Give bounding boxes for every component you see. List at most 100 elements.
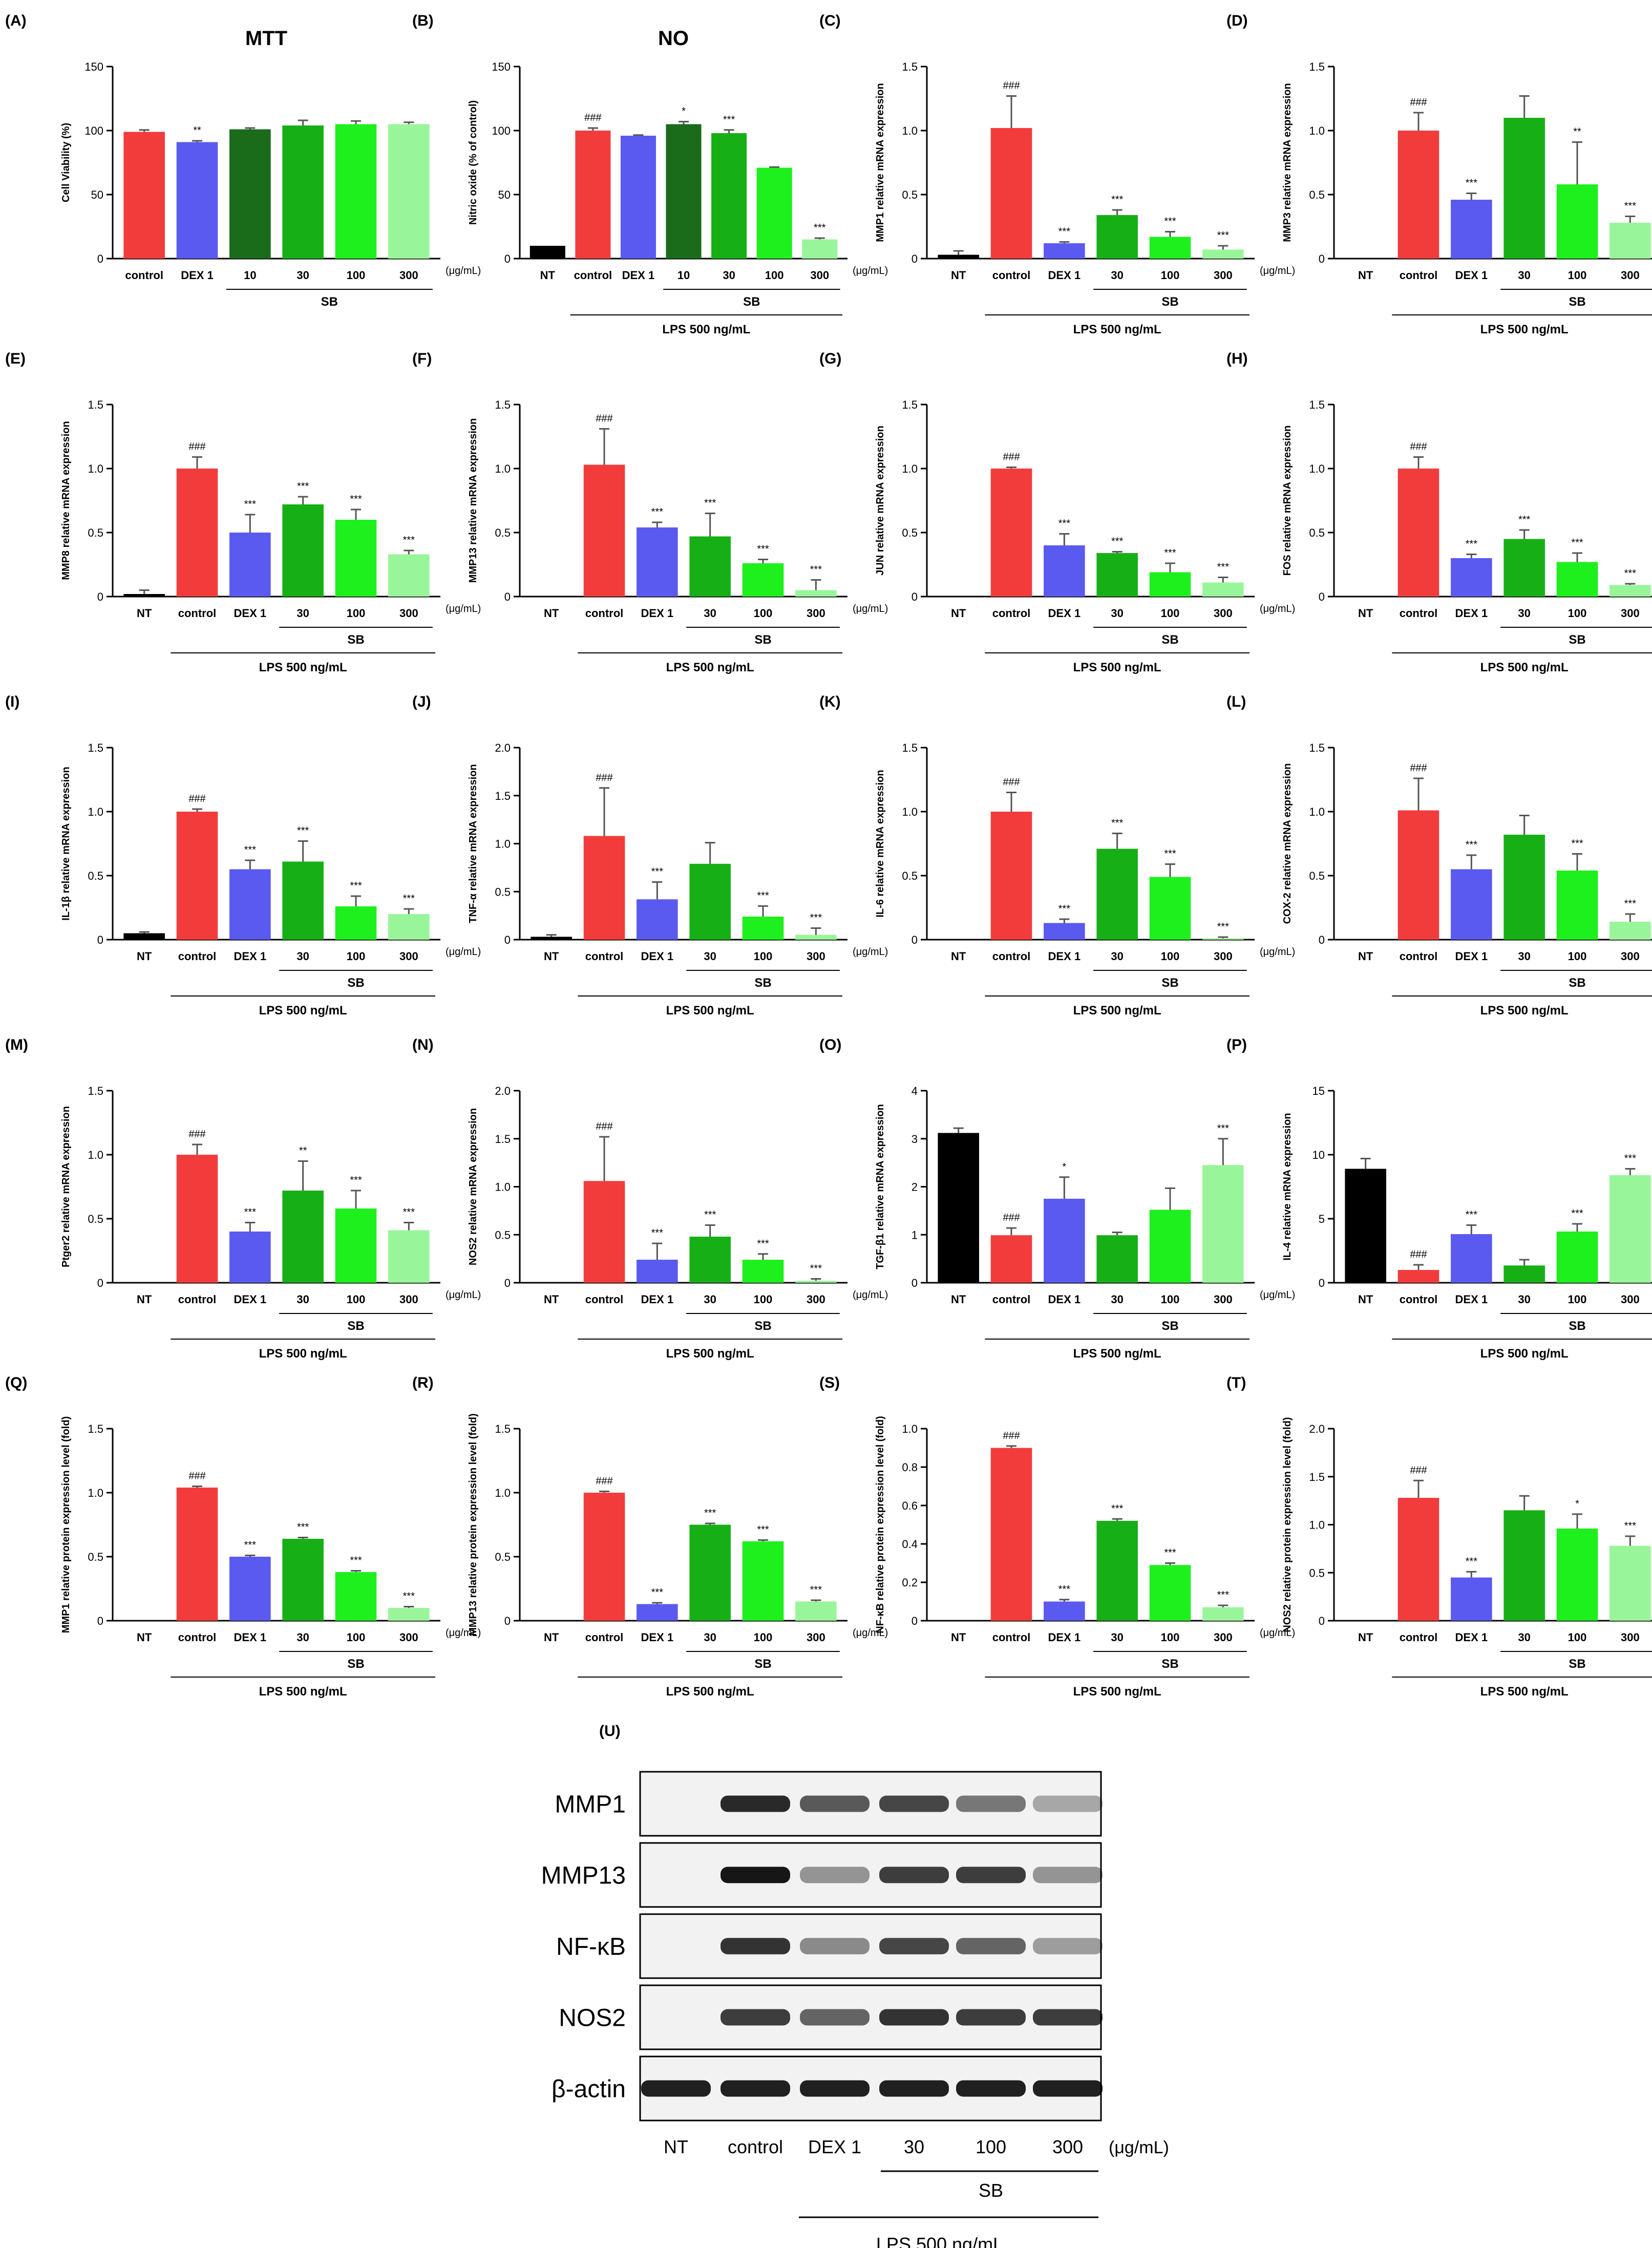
- y-tick-label: 0.5: [88, 869, 103, 882]
- bar-dex-1: [1451, 869, 1492, 940]
- x-tick-label: 30: [1518, 1293, 1530, 1306]
- significance-label: ***: [1571, 537, 1583, 548]
- y-tick-label: 150: [492, 60, 511, 73]
- lps-label: LPS 500 ng/mL: [259, 1347, 347, 1361]
- chart-panel-f: (F) 0 0.5 1.0 1.5 MMP13 relative mRNA express…: [412, 350, 888, 674]
- significance-label: ***: [403, 535, 415, 546]
- chart-panel-k: (K) 0 0.5 1.0 1.5 IL-6 relative mRNA expressi…: [819, 693, 1295, 1017]
- y-tick-label: 0: [97, 1277, 103, 1289]
- bar-300: [388, 1230, 430, 1283]
- sb-label: SB: [347, 1319, 364, 1333]
- x-tick-label: 300: [807, 607, 825, 620]
- blot-band: [721, 1867, 790, 1883]
- lps-label: LPS 500 ng/mL: [1480, 1004, 1569, 1017]
- panel-label: (M): [5, 1036, 28, 1053]
- unit-label: (μg/mL): [853, 946, 888, 958]
- x-tick-label: 100: [754, 1631, 773, 1644]
- bar-100: [742, 917, 784, 940]
- significance-label: ***: [1058, 226, 1071, 238]
- y-tick-label: 50: [91, 188, 103, 201]
- bar-nt: [938, 1133, 979, 1283]
- blot-band: [956, 1795, 1026, 1812]
- unit-label: (μg/mL): [853, 265, 888, 277]
- y-tick-label: 1.5: [495, 1423, 511, 1435]
- x-tick-label: 300: [399, 950, 418, 963]
- chart-panel-q: (Q) 0 0.5 1.0 1.5 MMP1 relative protein expre…: [5, 1374, 481, 1699]
- x-tick-label: DEX 1: [1455, 607, 1488, 620]
- y-tick-label: 0: [504, 590, 511, 603]
- x-tick-label: DEX 1: [641, 1631, 674, 1644]
- bar-300: [795, 935, 837, 940]
- x-tick-label: 300: [1621, 950, 1640, 963]
- significance-label: ***: [1571, 838, 1583, 850]
- blot-band: [800, 1938, 870, 1955]
- bar-dex-1: [1044, 1198, 1085, 1283]
- significance-label: ***: [704, 1210, 716, 1221]
- significance-label: ***: [1217, 921, 1230, 932]
- y-tick-label: 1.5: [88, 1085, 103, 1097]
- significance-label: ***: [1058, 518, 1071, 529]
- bar-300: [795, 1601, 837, 1621]
- bar-30: [1096, 1521, 1138, 1621]
- unit-label: (μg/mL): [1260, 603, 1295, 614]
- blot-strip: [639, 1913, 1102, 1979]
- sb-label: SB: [1569, 1657, 1585, 1671]
- y-tick-label: 50: [498, 188, 511, 201]
- y-tick-label: 0: [912, 1615, 918, 1627]
- bar-control: [1397, 1270, 1439, 1283]
- y-axis-label: IL-6 relative mRNA expression: [875, 770, 886, 917]
- lps-label: LPS 500 ng/mL: [1480, 323, 1569, 336]
- sb-label: SB: [321, 295, 338, 309]
- x-tick-label: control: [574, 269, 612, 282]
- panel-label: (L): [1226, 693, 1246, 710]
- significance-label: ***: [1217, 562, 1230, 573]
- unit-label: (μg/mL): [1260, 265, 1295, 277]
- y-tick-label: 0.5: [1309, 526, 1325, 539]
- significance-label: ###: [596, 1476, 613, 1487]
- x-tick-label: 100: [1568, 1631, 1587, 1644]
- significance-label: ***: [403, 1591, 415, 1602]
- x-tick-label: 300: [399, 607, 418, 620]
- blot-band: [1033, 1938, 1103, 1955]
- x-tick-label: 100: [1161, 1293, 1180, 1306]
- significance-label: ***: [704, 1508, 716, 1519]
- unit-label: (μg/mL): [446, 1627, 481, 1639]
- bar-nt: [530, 246, 565, 259]
- bar-100: [1149, 877, 1191, 940]
- sb-label: SB: [743, 295, 760, 309]
- bar-30: [1503, 1510, 1545, 1621]
- significance-label: ***: [757, 1238, 769, 1249]
- bar-30: [1503, 118, 1545, 259]
- x-tick-label: 100: [1568, 950, 1587, 963]
- y-tick-label: 0.5: [902, 869, 918, 882]
- y-tick-label: 1.5: [1309, 1471, 1325, 1483]
- y-tick-label: 0: [504, 1615, 511, 1627]
- x-tick-label: control: [585, 1631, 624, 1644]
- significance-label: ***: [814, 222, 826, 234]
- blot-band: [721, 1795, 790, 1812]
- significance-label: ***: [1466, 178, 1478, 189]
- bar-nt: [938, 255, 979, 259]
- x-tick-label: control: [178, 1631, 217, 1644]
- blot-lane-label: 30: [904, 2136, 924, 2157]
- blot-row-label: MMP1: [555, 1791, 626, 1818]
- y-axis-label: Cell Viability (%): [60, 123, 72, 202]
- bar-30: [282, 1539, 324, 1621]
- y-tick-label: 0: [504, 934, 511, 946]
- chart-panel-h: (H) 0 0.5 1.0 1.5 FOS relative mRNA expressio…: [1226, 350, 1652, 674]
- bar-30: [689, 1237, 731, 1283]
- bar-30: [282, 1191, 324, 1283]
- lps-label: LPS 500 ng/mL: [666, 1004, 754, 1017]
- bar-30: [282, 504, 324, 597]
- x-tick-label: control: [585, 1293, 624, 1306]
- y-tick-label: 1.0: [1309, 462, 1325, 475]
- significance-label: ###: [188, 441, 206, 453]
- blot-band: [800, 2080, 870, 2097]
- x-tick-label: 300: [399, 269, 418, 282]
- blot-band: [800, 2009, 870, 2026]
- bar-300: [795, 1281, 837, 1283]
- significance-label: *: [1575, 1498, 1579, 1510]
- x-tick-label: 30: [1518, 950, 1530, 963]
- y-tick-label: 0.4: [902, 1538, 918, 1551]
- significance-label: ###: [1003, 777, 1020, 788]
